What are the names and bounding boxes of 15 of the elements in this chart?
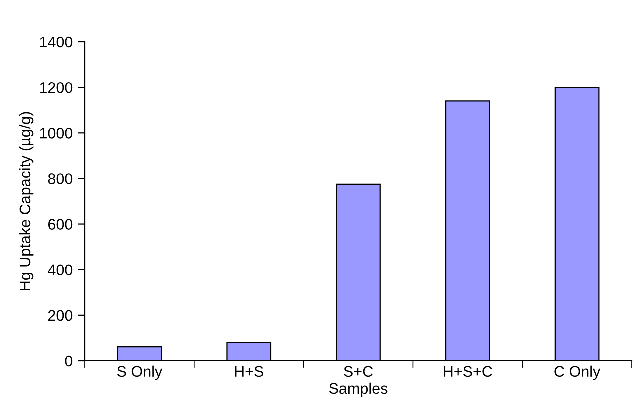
- y-tick-label: 200: [48, 310, 73, 322]
- x-tick-label: S Only: [117, 366, 163, 380]
- x-tick-label: C Only: [554, 366, 601, 380]
- y-tick-label: 600: [48, 219, 73, 230]
- y-tick-label: 800: [48, 174, 73, 184]
- y-tick-label: 0: [65, 356, 73, 367]
- y-tick-label: 1200: [40, 82, 73, 94]
- y-tick-label: 400: [48, 264, 73, 276]
- x-tick-label: S+C: [344, 366, 373, 378]
- x-tick-label: H+S: [235, 366, 264, 378]
- y-axis-title: Hg Uptake Capacity (µg/g): [19, 112, 34, 290]
- x-axis-title: Samples: [329, 382, 388, 398]
- y-tick-label: 1000: [40, 128, 73, 139]
- y-tick-label: 1400: [40, 36, 73, 48]
- x-tick-label: H+S+C: [444, 366, 492, 378]
